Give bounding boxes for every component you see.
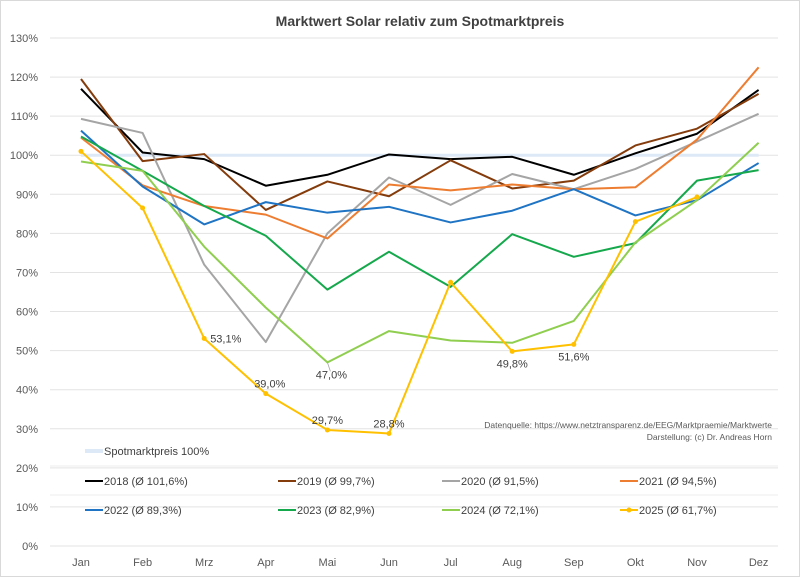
data-point-2025	[448, 279, 454, 285]
y-tick-label: 0%	[22, 541, 38, 553]
y-tick-label: 80%	[16, 228, 38, 240]
y-tick-label: 130%	[10, 33, 38, 45]
data-point-2025	[201, 336, 207, 342]
legend-item-2024: 2024 (Ø 72,1%)	[442, 505, 539, 517]
legend-item-2022: 2022 (Ø 89,3%)	[85, 505, 182, 517]
y-tick-label: 50%	[16, 346, 38, 358]
legend-label: 2025 (Ø 61,7%)	[639, 505, 717, 517]
x-tick-label: Sep	[564, 557, 584, 569]
series-line-2025	[80, 150, 698, 435]
credit-note: Darstellung: (c) Dr. Andreas Horn	[647, 432, 772, 442]
y-tick-label: 30%	[16, 424, 38, 436]
data-label: 49,8%	[497, 358, 528, 370]
x-tick-label: Okt	[627, 557, 644, 569]
x-tick-label: Jul	[444, 557, 458, 569]
series-line-2022	[80, 129, 760, 226]
series-line-2020	[80, 112, 760, 344]
legend-label: 2023 (Ø 82,9%)	[297, 505, 375, 517]
series-line-2021	[80, 66, 760, 240]
legend-label: 2019 (Ø 99,7%)	[297, 476, 375, 488]
series-line-2023	[80, 135, 759, 291]
legend-label: 2018 (Ø 101,6%)	[104, 476, 188, 488]
legend-label: 2020 (Ø 91,5%)	[461, 476, 539, 488]
data-label: 51,6%	[558, 351, 589, 363]
chart-title: Marktwert Solar relativ zum Spotmarktpre…	[276, 13, 565, 29]
x-tick-label: Feb	[133, 557, 152, 569]
y-tick-label: 60%	[16, 307, 38, 319]
data-point-2025	[509, 348, 515, 354]
data-point-2025	[140, 205, 146, 211]
data-point-2025	[78, 148, 84, 154]
y-tick-label: 10%	[16, 502, 38, 514]
legend-label: Spotmarktpreis 100%	[104, 446, 209, 458]
data-point-2025	[386, 430, 392, 436]
series-line-2024	[80, 141, 760, 364]
source-note: Datenquelle: https://www.netztransparenz…	[484, 420, 772, 430]
x-tick-label: Jun	[380, 557, 398, 569]
leader-line	[327, 362, 331, 372]
data-point-2025	[324, 427, 330, 433]
legend-item-reference: Spotmarktpreis 100%	[85, 446, 209, 458]
x-tick-label: Aug	[502, 557, 522, 569]
data-label: 53,1%	[210, 334, 241, 346]
legend-item-2025: 2025 (Ø 61,7%)	[620, 505, 717, 517]
y-tick-label: 100%	[10, 150, 38, 162]
series-line-2018	[80, 88, 760, 187]
data-point-2025	[571, 341, 577, 347]
series-line-2019	[80, 78, 760, 211]
y-tick-label: 40%	[16, 385, 38, 397]
data-label: 28,8%	[373, 418, 404, 430]
y-tick-label: 20%	[16, 463, 38, 475]
y-tick-label: 90%	[16, 189, 38, 201]
y-tick-label: 70%	[16, 267, 38, 279]
y-tick-label: 110%	[11, 111, 39, 123]
legend-item-2018: 2018 (Ø 101,6%)	[85, 476, 188, 488]
data-label: 39,0%	[254, 379, 285, 391]
x-tick-label: Mai	[319, 557, 337, 569]
x-tick-label: Dez	[749, 557, 769, 569]
x-tick-label: Apr	[257, 557, 274, 569]
data-point-2025	[632, 219, 638, 225]
data-label: 47,0%	[316, 369, 347, 381]
data-point-2025	[694, 194, 700, 200]
legend-label: 2024 (Ø 72,1%)	[461, 505, 539, 517]
x-tick-label: Nov	[687, 557, 707, 569]
legend-item-2023: 2023 (Ø 82,9%)	[278, 505, 375, 517]
legend-item-2019: 2019 (Ø 99,7%)	[278, 476, 375, 488]
y-tick-label: 120%	[10, 72, 38, 84]
data-label: 29,7%	[312, 415, 343, 427]
legend-item-2021: 2021 (Ø 94,5%)	[620, 476, 717, 488]
x-tick-label: Jan	[72, 557, 90, 569]
legend-label: 2022 (Ø 89,3%)	[104, 505, 182, 517]
data-point-2025	[263, 391, 269, 397]
legend-item-2020: 2020 (Ø 91,5%)	[442, 476, 539, 488]
legend-label: 2021 (Ø 94,5%)	[639, 476, 717, 488]
legend-marker	[626, 507, 632, 513]
x-tick-label: Mrz	[195, 557, 213, 569]
